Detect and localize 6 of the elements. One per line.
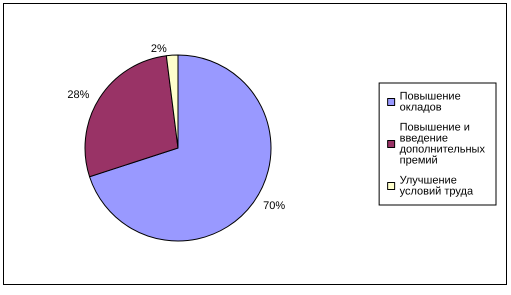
legend-label: Повышение и введение дополнительных премий bbox=[400, 122, 488, 166]
data-label: 70% bbox=[263, 200, 286, 212]
data-label: 28% bbox=[67, 88, 90, 101]
legend-label: Повышение окладов bbox=[400, 90, 464, 114]
legend-label: Улучшение условий труда bbox=[400, 174, 474, 198]
data-label: 2% bbox=[150, 43, 167, 56]
